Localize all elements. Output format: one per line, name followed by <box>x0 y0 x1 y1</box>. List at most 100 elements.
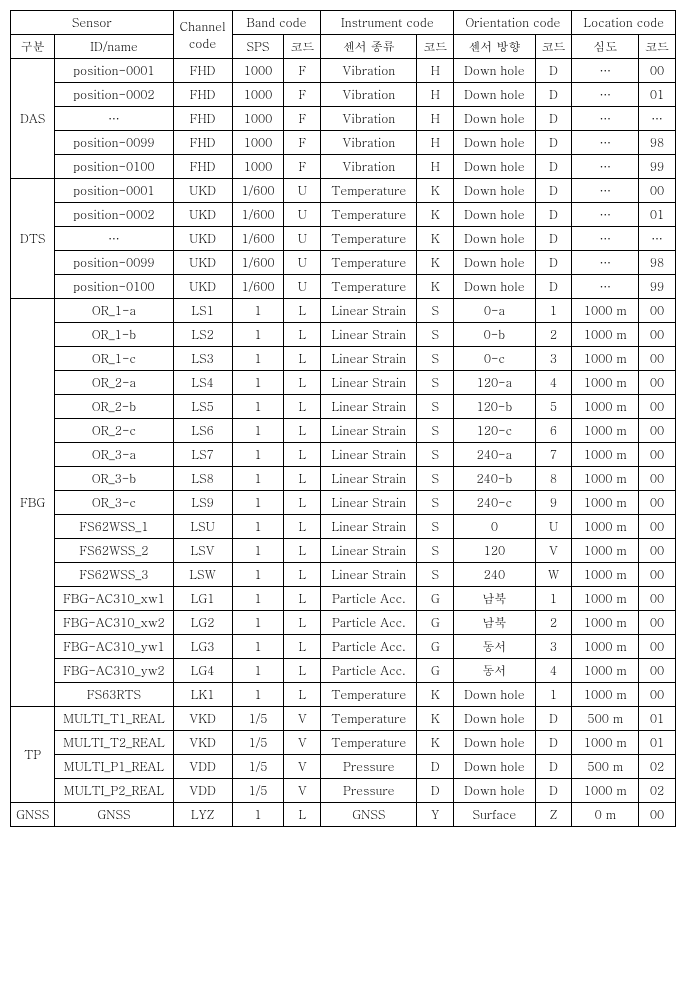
cell-orient: Down hole <box>454 683 535 707</box>
cell-sps: 1000 <box>232 155 284 179</box>
cell-depth: 1000 m <box>572 419 639 443</box>
cell-orient: 240-a <box>454 443 535 467</box>
cell-inst: Linear Strain <box>321 539 417 563</box>
cell-bc: F <box>284 155 321 179</box>
table-row: MULTI_T2_REALVKD1/5VTemperatureKDown hol… <box>11 731 676 755</box>
hdr-sensor: Sensor <box>11 11 174 35</box>
table-row: TPMULTI_T1_REALVKD1/5VTemperatureKDown h… <box>11 707 676 731</box>
table-row: OR_2-bLS51LLinear StrainS120-b51000 m00 <box>11 395 676 419</box>
cell-ch: LG2 <box>173 611 232 635</box>
cell-inst: Particle Acc. <box>321 587 417 611</box>
cell-oc: 4 <box>535 371 572 395</box>
cell-inst: Vibration <box>321 131 417 155</box>
hdr-gubun: 구분 <box>11 35 55 59</box>
cell-oc: 3 <box>535 635 572 659</box>
cell-oc: D <box>535 779 572 803</box>
cell-sps: 1 <box>232 443 284 467</box>
cell-oc: 2 <box>535 323 572 347</box>
cell-ch: LS9 <box>173 491 232 515</box>
cell-orient: 동서 <box>454 659 535 683</box>
cell-sps: 1 <box>232 611 284 635</box>
table-row: OR_2-aLS41LLinear StrainS120-a41000 m00 <box>11 371 676 395</box>
cell-ic: S <box>417 299 454 323</box>
cell-id: OR_1-b <box>55 323 173 347</box>
cell-sps: 1 <box>232 683 284 707</box>
cell-depth: 1000 m <box>572 731 639 755</box>
cell-lc: 98 <box>638 251 675 275</box>
cell-bc: L <box>284 611 321 635</box>
table-row: FS62WSS_3LSW1LLinear StrainS240W1000 m00 <box>11 563 676 587</box>
cell-oc: 7 <box>535 443 572 467</box>
cell-inst: Pressure <box>321 755 417 779</box>
cell-lc: 02 <box>638 755 675 779</box>
cell-ic: H <box>417 131 454 155</box>
cell-ic: S <box>417 563 454 587</box>
cell-bc: L <box>284 563 321 587</box>
cell-ic: S <box>417 347 454 371</box>
cell-ch: VKD <box>173 707 232 731</box>
table-row: position-0002UKD1/600UTemperatureKDown h… <box>11 203 676 227</box>
cell-sps: 1 <box>232 635 284 659</box>
cell-oc: V <box>535 539 572 563</box>
cell-oc: D <box>535 755 572 779</box>
table-row: FBGOR_1-aLS11LLinear StrainS0-a11000 m00 <box>11 299 676 323</box>
cell-bc: L <box>284 539 321 563</box>
cell-ic: K <box>417 203 454 227</box>
cell-id: FS62WSS_3 <box>55 563 173 587</box>
cell-sps: 1 <box>232 323 284 347</box>
cell-depth: 1000 m <box>572 659 639 683</box>
cell-ic: G <box>417 587 454 611</box>
cell-oc: D <box>535 107 572 131</box>
cell-lc: 00 <box>638 635 675 659</box>
group-cell: DTS <box>11 179 55 299</box>
cell-inst: Temperature <box>321 179 417 203</box>
cell-bc: V <box>284 779 321 803</box>
cell-sps: 1 <box>232 467 284 491</box>
table-row: position-0099FHD1000FVibrationHDown hole… <box>11 131 676 155</box>
table-body: DASposition-0001FHD1000FVibrationHDown h… <box>11 59 676 827</box>
cell-bc: U <box>284 227 321 251</box>
cell-inst: Vibration <box>321 83 417 107</box>
cell-oc: 4 <box>535 659 572 683</box>
cell-oc: D <box>535 251 572 275</box>
cell-lc: 00 <box>638 467 675 491</box>
table-row: OR_3-bLS81LLinear StrainS240-b81000 m00 <box>11 467 676 491</box>
table-row: FS62WSS_1LSU1LLinear StrainS0U1000 m00 <box>11 515 676 539</box>
cell-lc: 00 <box>638 803 675 827</box>
cell-lc: 99 <box>638 275 675 299</box>
cell-lc: 00 <box>638 515 675 539</box>
cell-sps: 1 <box>232 515 284 539</box>
cell-id: FBG-AC310_xw2 <box>55 611 173 635</box>
cell-ch: UKD <box>173 179 232 203</box>
cell-inst: Linear Strain <box>321 443 417 467</box>
cell-sps: 1 <box>232 491 284 515</box>
cell-oc: 1 <box>535 299 572 323</box>
cell-depth: 1000 m <box>572 491 639 515</box>
cell-id: position-0001 <box>55 59 173 83</box>
hdr-loc-kode: 코드 <box>638 35 675 59</box>
cell-ch: LYZ <box>173 803 232 827</box>
hdr-channel-code: Channel code <box>173 11 232 59</box>
cell-id: MULTI_P1_REAL <box>55 755 173 779</box>
cell-bc: L <box>284 395 321 419</box>
cell-inst: Particle Acc. <box>321 635 417 659</box>
cell-sps: 1 <box>232 395 284 419</box>
cell-oc: 8 <box>535 467 572 491</box>
cell-ch: LS8 <box>173 467 232 491</box>
cell-depth: 1000 m <box>572 395 639 419</box>
cell-depth: … <box>572 155 639 179</box>
group-cell: FBG <box>11 299 55 707</box>
cell-bc: L <box>284 587 321 611</box>
cell-orient: 240-c <box>454 491 535 515</box>
cell-oc: U <box>535 515 572 539</box>
cell-inst: Linear Strain <box>321 347 417 371</box>
cell-depth: … <box>572 275 639 299</box>
cell-orient: Down hole <box>454 59 535 83</box>
cell-sps: 1/5 <box>232 731 284 755</box>
cell-lc: 00 <box>638 371 675 395</box>
cell-ic: G <box>417 659 454 683</box>
cell-sps: 1/5 <box>232 707 284 731</box>
hdr-location-code: Location code <box>572 11 676 35</box>
cell-ic: Y <box>417 803 454 827</box>
cell-orient: 0-a <box>454 299 535 323</box>
